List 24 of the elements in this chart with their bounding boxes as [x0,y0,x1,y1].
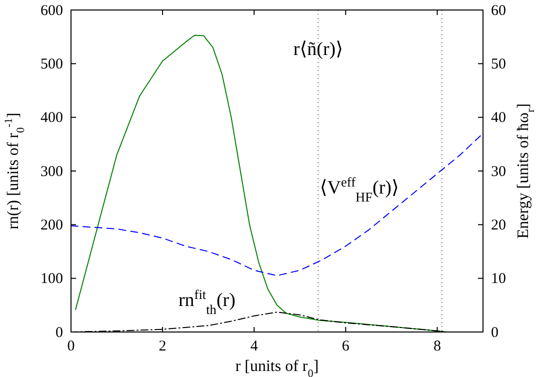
y2-tick-label: 50 [491,56,506,72]
x-axis-title: r [units of r$_{0}$] [235,358,319,377]
y2-tick-label: 0 [491,324,498,341]
x-tick-label: 8 [433,338,441,355]
y2-tick-label: 60 [491,2,506,19]
x-tick-label: 2 [158,338,166,355]
annotation: ⟨V$^{eff}$$_{HF}$(r)⟩ [320,174,399,204]
y-tick-label: 600 [40,2,63,19]
x-tick-label: 4 [250,338,258,355]
y-tick-label: 100 [40,271,63,288]
y2-tick-label: 20 [491,217,506,234]
y2-tick-label: 10 [491,271,506,288]
y2-tick-label: 30 [491,164,506,180]
x-tick-label: 0 [67,338,75,355]
annotation: r⟨ñ(r)⟩ [293,39,344,60]
x-tick-label: 6 [342,338,350,355]
y-tick-label: 400 [40,110,63,126]
line-series [70,132,484,276]
y-tick-label: 0 [56,324,63,341]
y-tick-label: 300 [40,164,63,180]
y2-tick-label: 40 [491,110,506,126]
annotation: rn$^{fit}$$_{th}$(r) [178,286,236,317]
y-tick-label: 200 [40,217,63,234]
y-tick-label: 500 [40,56,63,72]
